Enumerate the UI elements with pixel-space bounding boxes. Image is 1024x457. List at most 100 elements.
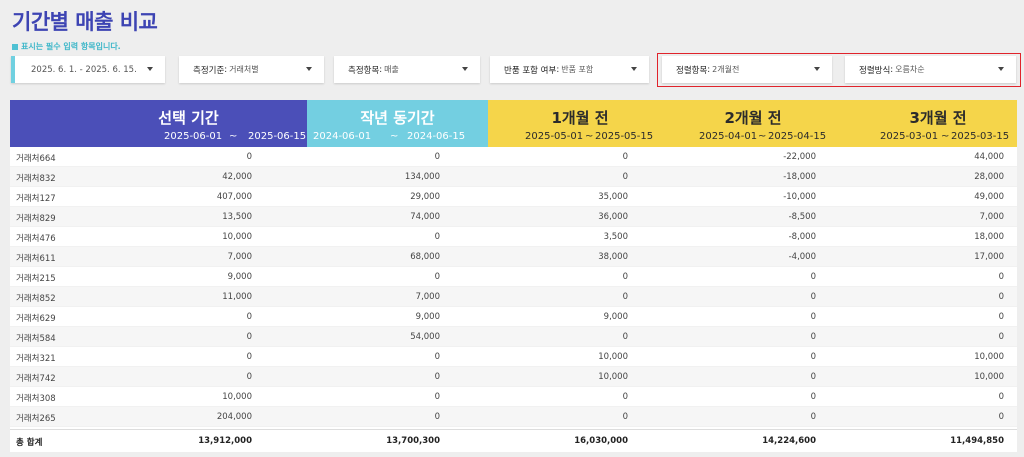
column-title-2m: 2개월 전 xyxy=(724,109,782,127)
value-selected: 10,000 xyxy=(222,232,252,242)
client-name: 거래처584 xyxy=(16,334,56,344)
value-3m: 10,000 xyxy=(974,352,1004,362)
grand-total-row: 총 합계 13,912,000 13,700,300 16,030,000 14… xyxy=(10,429,1017,451)
value-3m: 28,000 xyxy=(974,172,1004,182)
value-3m: 7,000 xyxy=(979,212,1004,222)
column-end-date: 2025-03-15 xyxy=(951,131,1010,142)
value-last-year: 0 xyxy=(434,152,440,162)
chevron-down-icon xyxy=(306,67,312,71)
criteria-dropdown[interactable]: 측정기준: 거래처별 xyxy=(179,56,324,83)
sort-order-dropdown[interactable]: 정렬방식: 오름차순 xyxy=(845,56,1016,83)
returns-label: 반품 포함 여부 xyxy=(504,65,557,76)
column-start-date: 2025-06-01 xyxy=(164,131,223,142)
value-selected: 0 xyxy=(246,332,252,342)
table-row: 거래처321 0 0 10,000 0 10,000 xyxy=(10,347,1017,367)
page-title: 기간별 매출 비교 xyxy=(12,10,158,34)
value-1m: 0 xyxy=(622,292,628,302)
value-2m: -22,000 xyxy=(783,152,816,162)
value-selected: 0 xyxy=(246,372,252,382)
value-3m: 0 xyxy=(998,292,1004,302)
value-2m: 0 xyxy=(810,372,816,382)
column-date-sep: ~ xyxy=(585,131,594,142)
value-last-year: 0 xyxy=(434,232,440,242)
value-3m: 10,000 xyxy=(974,372,1004,382)
table-row: 거래처829 13,500 74,000 36,000 -8,500 7,000 xyxy=(10,207,1017,227)
value-2m: -8,000 xyxy=(788,232,816,242)
chevron-down-icon xyxy=(631,67,637,71)
table-row: 거래처611 7,000 68,000 38,000 -4,000 17,000 xyxy=(10,247,1017,267)
value-1m: 9,000 xyxy=(603,312,628,322)
value-1m: 36,000 xyxy=(598,212,628,222)
column-date-sep: ~ xyxy=(758,131,767,142)
value-selected: 0 xyxy=(246,312,252,322)
value-selected: 0 xyxy=(246,352,252,362)
column-title: 선택 기간 xyxy=(158,109,219,127)
table-row: 거래처215 9,000 0 0 0 0 xyxy=(10,267,1017,287)
value-3m: 0 xyxy=(998,412,1004,422)
value-selected: 7,000 xyxy=(227,252,252,262)
column-title-3m: 3개월 전 xyxy=(909,109,967,127)
client-name: 거래처852 xyxy=(16,294,56,304)
chevron-down-icon xyxy=(998,67,1004,71)
column-header-past-months: 1개월 전 2025-05-01 ~ 2025-05-15 2개월 전 2025… xyxy=(488,100,1017,147)
column-date-sep: ~ xyxy=(229,131,238,142)
client-name: 거래처215 xyxy=(16,274,56,284)
client-name: 거래처832 xyxy=(16,174,56,184)
value-selected: 9,000 xyxy=(227,272,252,282)
value-2m: 0 xyxy=(810,332,816,342)
table-row: 거래처852 11,000 7,000 0 0 0 xyxy=(10,287,1017,307)
value-last-year: 29,000 xyxy=(410,192,440,202)
value-3m: 0 xyxy=(998,312,1004,322)
value-selected: 13,500 xyxy=(222,212,252,222)
value-2m: 0 xyxy=(810,292,816,302)
total-2m: 14,224,600 xyxy=(762,436,816,446)
table-row: 거래처584 0 54,000 0 0 0 xyxy=(10,327,1017,347)
value-3m: 44,000 xyxy=(974,152,1004,162)
value-3m: 0 xyxy=(998,392,1004,402)
chevron-down-icon xyxy=(814,67,820,71)
column-header-selected-period: 선택 기간 2025-06-01 ~ 2025-06-15 xyxy=(10,100,307,147)
required-note: 표시는 필수 입력 항목입니다. xyxy=(12,41,121,52)
value-2m: 0 xyxy=(810,352,816,362)
value-3m: 0 xyxy=(998,332,1004,342)
value-last-year: 0 xyxy=(434,392,440,402)
sort-order-label: 정렬방식 xyxy=(859,65,891,76)
value-last-year: 68,000 xyxy=(410,252,440,262)
value-1m: 0 xyxy=(622,152,628,162)
table-row: 거래처742 0 0 10,000 0 10,000 xyxy=(10,367,1017,387)
value-2m: 0 xyxy=(810,412,816,422)
client-name: 거래처611 xyxy=(16,254,56,264)
total-last-year: 13,700,300 xyxy=(386,436,440,446)
column-end-date: 2025-05-15 xyxy=(595,131,654,142)
returns-dropdown[interactable]: 반품 포함 여부: 반품 포함 xyxy=(490,56,649,83)
sort-item-dropdown[interactable]: 정렬항목: 2개월전 xyxy=(662,56,832,83)
sort-item-value: 2개월전 xyxy=(712,65,740,74)
value-3m: 0 xyxy=(998,272,1004,282)
client-name: 거래처742 xyxy=(16,374,56,384)
column-header-last-year: 작년 동기간 2024-06-01 ~ 2024-06-15 xyxy=(307,100,488,147)
client-name: 거래처265 xyxy=(16,414,56,424)
sort-highlight-box xyxy=(657,53,1021,87)
table-row: 거래처832 42,000 134,000 0 -18,000 28,000 xyxy=(10,167,1017,187)
value-last-year: 74,000 xyxy=(410,212,440,222)
date-range-picker[interactable]: 2025. 6. 1. - 2025. 6. 15. xyxy=(11,56,165,83)
value-selected: 0 xyxy=(246,152,252,162)
measure-value: 매출 xyxy=(384,65,399,74)
table-row: 거래처265 204,000 0 0 0 0 xyxy=(10,407,1017,427)
value-1m: 10,000 xyxy=(598,352,628,362)
required-note-text: 표시는 필수 입력 항목입니다. xyxy=(21,42,121,51)
table-row: 거래처308 10,000 0 0 0 0 xyxy=(10,387,1017,407)
measure-dropdown[interactable]: 측정항목: 매출 xyxy=(334,56,480,83)
column-date-sep: ~ xyxy=(941,131,950,142)
chevron-down-icon xyxy=(462,67,468,71)
date-range-value: 2025. 6. 1. - 2025. 6. 15. xyxy=(31,64,137,75)
total-3m: 11,494,850 xyxy=(950,436,1004,446)
required-marker-icon xyxy=(12,43,18,50)
value-1m: 38,000 xyxy=(598,252,628,262)
client-name: 거래처829 xyxy=(16,214,56,224)
value-1m: 0 xyxy=(622,412,628,422)
value-3m: 17,000 xyxy=(974,252,1004,262)
client-name: 거래처476 xyxy=(16,234,56,244)
column-title: 작년 동기간 xyxy=(360,109,435,127)
criteria-label: 측정기준 xyxy=(193,65,225,76)
